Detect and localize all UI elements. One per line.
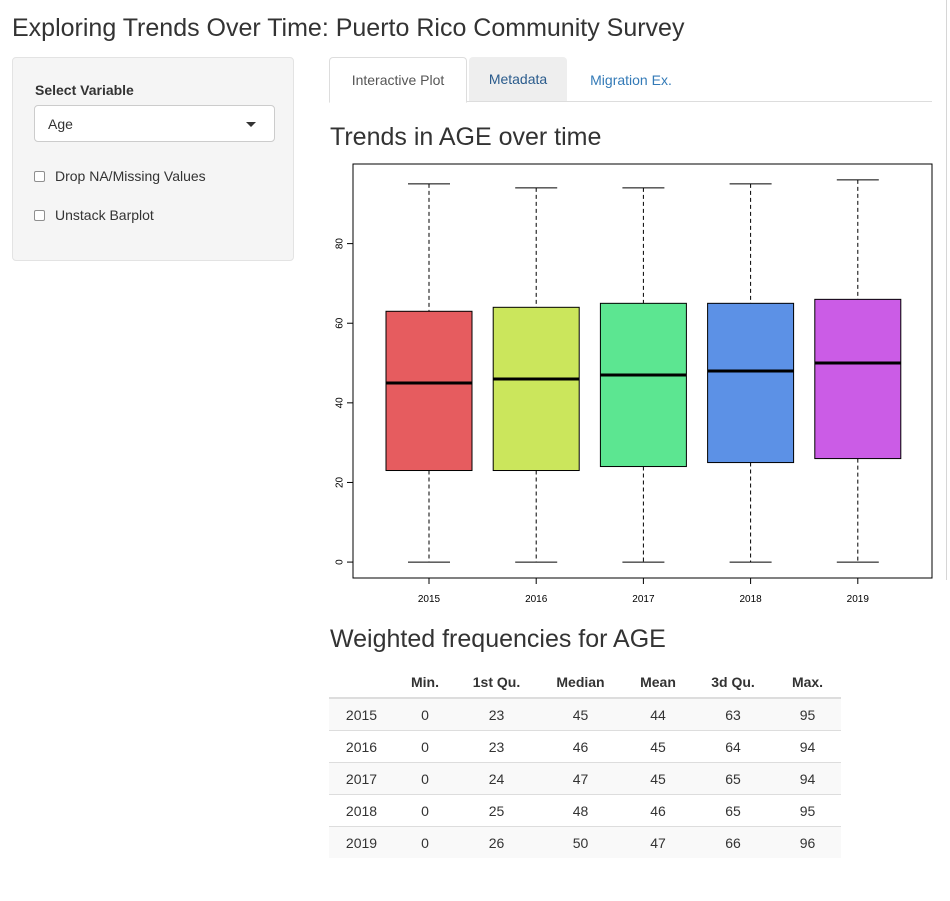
table-cell: 2016	[329, 730, 394, 763]
y-tick-label: 80	[335, 238, 346, 250]
box-2019	[814, 298, 902, 460]
column-header: Mean	[624, 666, 692, 699]
box-2017	[599, 302, 687, 468]
drop-na-option[interactable]: Drop NA/Missing Values	[34, 168, 206, 184]
tab-migration[interactable]: Migration Ex.	[590, 71, 672, 88]
boxplot-chart: 0 20 40 60 80 2015 2016 2017 2018 2019	[335, 163, 933, 605]
table-cell: 46	[624, 794, 692, 827]
table-cell: 63	[692, 697, 774, 731]
y-tick-label: 60	[335, 317, 346, 329]
table-cell: 2019	[329, 826, 394, 858]
table-cell: 2015	[329, 697, 394, 731]
table-cell: 64	[692, 730, 774, 763]
table-cell: 65	[692, 794, 774, 827]
unstack-barplot-option[interactable]: Unstack Barplot	[34, 207, 154, 223]
column-header: Max.	[774, 666, 841, 699]
scrollbar-border	[946, 0, 947, 580]
table-cell: 48	[537, 794, 624, 827]
table-cell: 23	[456, 730, 537, 763]
table-row: 2017 0 24 47 45 65 94	[329, 762, 841, 795]
tab-interactive-plot[interactable]: Interactive Plot	[329, 57, 467, 103]
column-header: Median	[537, 666, 624, 699]
table-cell: 96	[774, 826, 841, 858]
box-2015	[385, 310, 473, 472]
table-row: 2015 0 23 45 44 63 95	[329, 697, 841, 731]
table-cell: 2017	[329, 762, 394, 795]
plot-title: Trends in AGE over time	[330, 123, 602, 151]
table-cell: 47	[624, 826, 692, 858]
sidebar-panel: Select Variable Age Drop NA/Missing Valu…	[12, 57, 294, 261]
frequency-table: Min. 1st Qu. Median Mean 3d Qu. Max. 201…	[329, 666, 841, 858]
column-header: Min.	[394, 666, 456, 699]
table-cell: 45	[624, 730, 692, 763]
table-cell: 23	[456, 697, 537, 731]
table-cell: 0	[394, 697, 456, 731]
table-cell: 0	[394, 794, 456, 827]
x-tick-label: 2018	[739, 594, 762, 605]
unstack-barplot-label: Unstack Barplot	[55, 207, 154, 223]
drop-na-label: Drop NA/Missing Values	[55, 168, 206, 184]
table-cell: 45	[537, 697, 624, 731]
x-tick-label: 2015	[418, 594, 441, 605]
unstack-barplot-checkbox[interactable]	[34, 209, 45, 221]
table-cell: 25	[456, 794, 537, 827]
table-cell: 95	[774, 794, 841, 827]
box-2018	[707, 302, 795, 464]
column-header: 3d Qu.	[692, 666, 774, 699]
box-2016	[492, 306, 580, 472]
table-cell: 26	[456, 826, 537, 858]
table-cell: 65	[692, 762, 774, 795]
table-cell: 0	[394, 826, 456, 858]
select-variable-label: Select Variable	[35, 82, 134, 98]
x-tick-label: 2017	[632, 594, 655, 605]
x-tick-label: 2016	[525, 594, 548, 605]
table-cell: 95	[774, 697, 841, 731]
table-row: 2019 0 26 50 47 66 96	[329, 826, 841, 858]
table-cell: 0	[394, 762, 456, 795]
chevron-down-icon	[246, 122, 256, 127]
table-cell: 45	[624, 762, 692, 795]
table-row: 2016 0 23 46 45 64 94	[329, 730, 841, 763]
table-cell: 66	[692, 826, 774, 858]
y-tick-label: 20	[335, 476, 346, 488]
variable-select[interactable]: Age	[34, 105, 275, 142]
table-cell: 44	[624, 697, 692, 731]
table-title: Weighted frequencies for AGE	[330, 625, 666, 653]
table-cell: 2018	[329, 794, 394, 827]
column-header	[329, 666, 394, 699]
column-header: 1st Qu.	[456, 666, 537, 699]
variable-select-value: Age	[48, 116, 73, 132]
table-cell: 94	[774, 762, 841, 795]
table-cell: 46	[537, 730, 624, 763]
table-cell: 0	[394, 730, 456, 763]
drop-na-checkbox[interactable]	[34, 170, 45, 182]
table-header-row: Min. 1st Qu. Median Mean 3d Qu. Max.	[329, 666, 841, 699]
tab-metadata[interactable]: Metadata	[469, 57, 567, 101]
plot-frame	[352, 163, 933, 579]
table-cell: 94	[774, 730, 841, 763]
table-cell: 50	[537, 826, 624, 858]
app-title: Exploring Trends Over Time: Puerto Rico …	[12, 14, 685, 42]
x-tick-label: 2019	[847, 594, 870, 605]
tab-bar: Interactive Plot Metadata Migration Ex.	[329, 57, 932, 103]
table-row: 2018 0 25 48 46 65 95	[329, 794, 841, 827]
y-tick-label: 0	[335, 559, 346, 565]
table-cell: 24	[456, 762, 537, 795]
y-tick-label: 40	[335, 397, 346, 409]
table-cell: 47	[537, 762, 624, 795]
